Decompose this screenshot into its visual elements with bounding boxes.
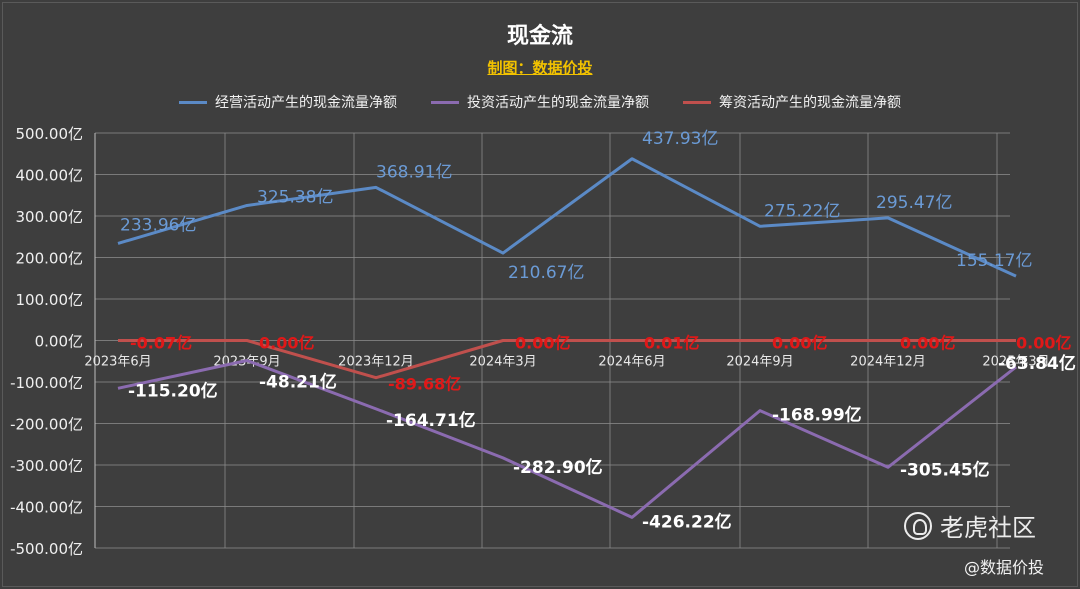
series-line-0 — [117, 157, 1017, 278]
data-label-financing: -0.07亿 — [130, 334, 192, 353]
data-label-financing: 0.00亿 — [259, 334, 314, 353]
x-tick-label: 2023年12月 — [338, 355, 414, 370]
data-label-investing: -115.20亿 — [128, 380, 218, 401]
data-label-financing: 0.00亿 — [900, 334, 955, 353]
legend-swatch-investing — [431, 100, 459, 104]
watermark-author: @数据价投 — [964, 558, 1045, 577]
data-label-operating: 295.47亿 — [876, 193, 952, 213]
chart-legend: 经营活动产生的现金流量净额 投资活动产生的现金流量净额 筹资活动产生的现金流量净… — [0, 92, 1080, 112]
data-label-investing: -168.99亿 — [772, 405, 862, 426]
y-tick-label: -300.00亿 — [10, 457, 83, 475]
data-label-operating: 233.96亿 — [120, 215, 196, 235]
x-tick-label: 2024年3月 — [469, 355, 536, 370]
data-label-investing: -63.84亿 — [998, 353, 1076, 374]
x-tick-label: 2024年12月 — [850, 355, 926, 370]
y-tick-label: 500.00亿 — [16, 125, 84, 143]
data-label-investing: -282.90亿 — [513, 457, 603, 478]
data-label-operating: 437.93亿 — [642, 129, 718, 149]
series-line-2 — [117, 338, 1016, 380]
y-tick-label: -400.00亿 — [10, 499, 83, 517]
y-tick-label: 200.00亿 — [16, 250, 84, 268]
data-label-investing: -426.22亿 — [642, 511, 732, 532]
x-tick-label: 2024年9月 — [726, 355, 793, 370]
data-label-operating: 210.67亿 — [508, 263, 584, 283]
x-tick-label: 2025年3月 — [982, 355, 1049, 370]
data-label-financing: 0.00亿 — [772, 334, 827, 353]
y-tick-label: 0.00亿 — [35, 333, 83, 351]
data-label-operating: 275.22亿 — [764, 201, 840, 221]
y-tick-label: -500.00亿 — [10, 540, 83, 558]
series-line-1 — [117, 359, 1017, 519]
legend-item-financing[interactable]: 筹资活动产生的现金流量净额 — [683, 92, 901, 112]
chart-subtitle: 制图：数据价投 — [487, 59, 593, 77]
y-tick-label: 100.00亿 — [16, 291, 84, 309]
watermark-brand: 老虎社区 — [940, 514, 1036, 542]
x-tick-label: 2023年6月 — [84, 355, 151, 370]
data-label-investing: -164.71亿 — [386, 410, 476, 431]
legend-label-operating: 经营活动产生的现金流量净额 — [215, 95, 397, 111]
chart-title: 现金流 — [506, 24, 573, 49]
data-label-investing: -48.21亿 — [259, 372, 337, 393]
x-tick-label: 2024年6月 — [598, 355, 665, 370]
y-tick-label: 400.00亿 — [16, 167, 84, 185]
watermark: 老虎社区 — [904, 508, 1036, 543]
data-label-operating: 368.91亿 — [376, 162, 452, 182]
data-label-financing: -89.68亿 — [388, 375, 461, 394]
legend-swatch-financing — [683, 100, 711, 104]
data-label-investing: -305.45亿 — [900, 459, 990, 480]
data-label-financing: 0.00亿 — [1016, 334, 1071, 353]
legend-label-investing: 投资活动产生的现金流量净额 — [467, 95, 649, 111]
tiger-logo-icon — [904, 511, 932, 540]
y-tick-label: -100.00亿 — [10, 374, 83, 392]
y-tick-label: -200.00亿 — [10, 416, 83, 434]
y-tick-label: 300.00亿 — [16, 208, 84, 226]
data-label-financing: 0.00亿 — [515, 334, 570, 353]
data-label-operating: 155.17亿 — [956, 251, 1032, 271]
legend-item-operating[interactable]: 经营活动产生的现金流量净额 — [179, 92, 397, 112]
legend-swatch-operating — [179, 100, 207, 104]
legend-item-investing[interactable]: 投资活动产生的现金流量净额 — [431, 92, 649, 112]
legend-label-financing: 筹资活动产生的现金流量净额 — [719, 95, 901, 111]
data-label-operating: 325.38亿 — [257, 187, 333, 207]
data-label-financing: 0.01亿 — [644, 333, 699, 352]
